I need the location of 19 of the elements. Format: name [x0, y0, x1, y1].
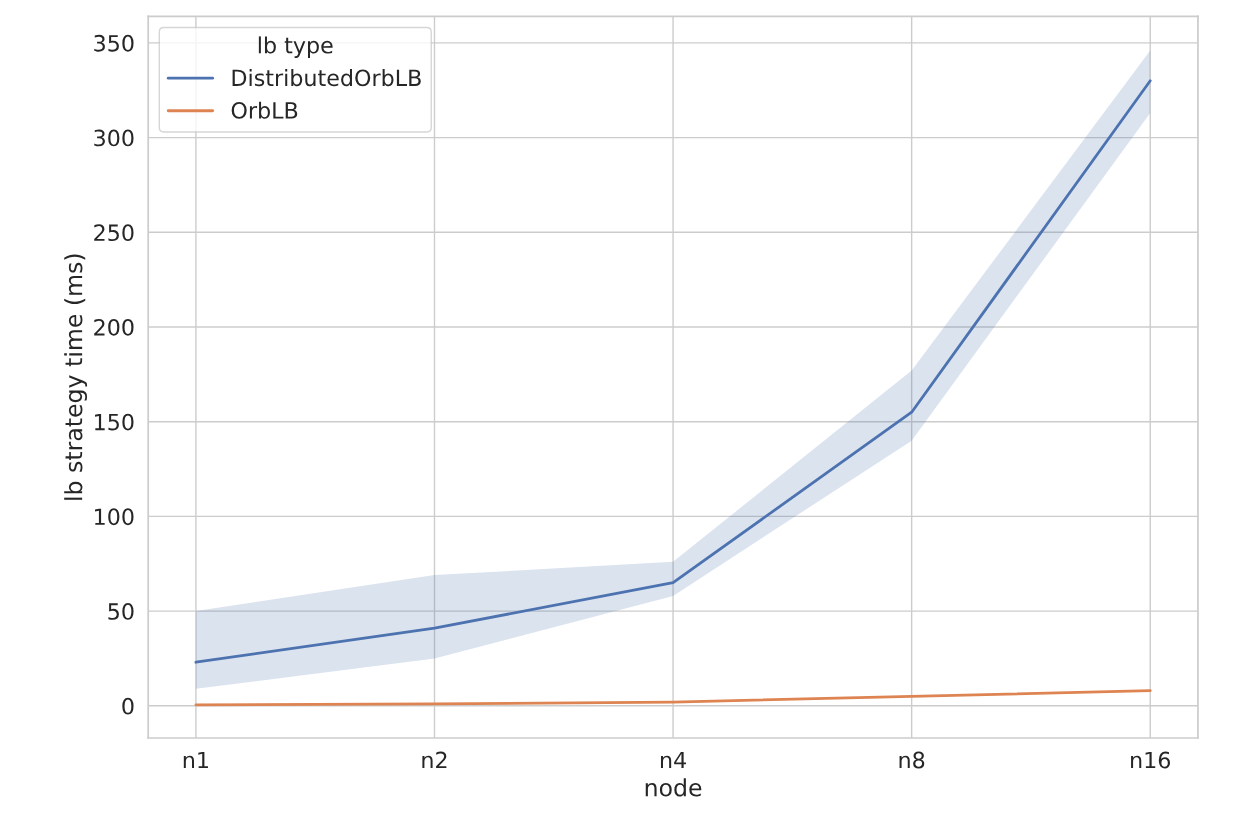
x-tick-label: n16	[1131, 751, 1171, 769]
y-tick-label: 200	[94, 318, 134, 336]
line-series	[194, 689, 1152, 707]
y-tick-label: 50	[108, 603, 134, 620]
x-tick-label: n4	[660, 751, 686, 769]
x-tick-label: n2	[422, 751, 447, 769]
legend-label: OrbLB	[231, 101, 298, 119]
legend-title: lb type	[258, 36, 333, 58]
y-axis-title: lb strategy time (ms)	[64, 254, 88, 500]
y-tick-label: 100	[95, 508, 134, 526]
y-tick-label: 250	[94, 224, 134, 242]
y-tick-label: 300	[94, 129, 134, 147]
legend-label: DistributedOrbLB	[232, 69, 421, 87]
y-tick-label: 150	[95, 413, 134, 431]
x-tick-label: n1	[183, 751, 208, 769]
x-axis-title: node	[645, 778, 702, 797]
y-tick-label: 350	[94, 34, 134, 52]
y-tick-label: 0	[122, 697, 134, 715]
x-tick-label: n8	[899, 751, 925, 769]
